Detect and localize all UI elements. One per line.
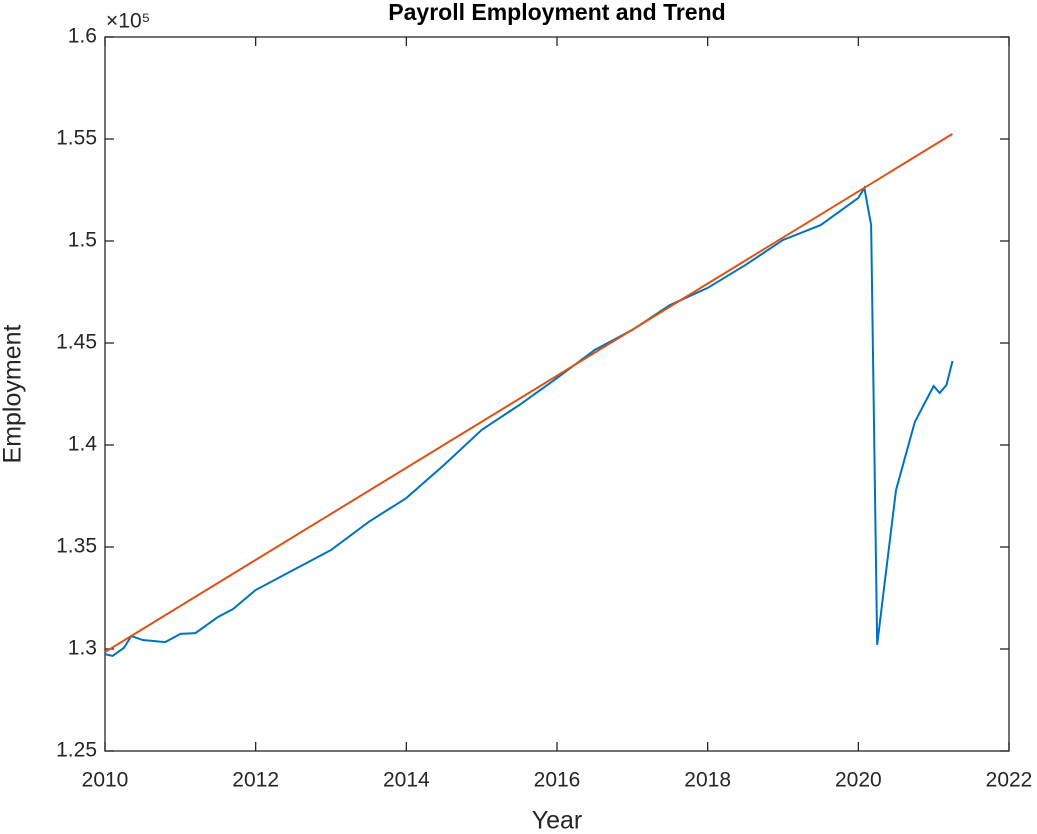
x-tick-label: 2014 xyxy=(383,769,430,792)
x-tick-label: 2010 xyxy=(82,769,129,792)
x-tick-label: 2020 xyxy=(835,769,882,792)
data-line xyxy=(104,185,954,658)
y-tick-label: 1.5 xyxy=(68,229,97,252)
y-tick-label: 1.3 xyxy=(68,637,97,660)
x-tick-label: 2012 xyxy=(232,769,279,792)
y-axis-label: Employment xyxy=(0,324,27,463)
chart-title: Payroll Employment and Trend xyxy=(388,0,725,25)
x-tick-label: 2022 xyxy=(986,769,1033,792)
data-line xyxy=(104,133,954,653)
y-tick-label: 1.4 xyxy=(68,433,98,456)
y-multiplier: ×10⁵ xyxy=(106,10,150,33)
y-tick-label: 1.35 xyxy=(56,535,97,558)
x-tick-label: 2016 xyxy=(534,769,581,792)
y-tick-label: 1.25 xyxy=(56,739,97,762)
x-axis-label: Year xyxy=(532,807,583,834)
x-tick-label: 2018 xyxy=(684,769,731,792)
y-tick-label: 1.55 xyxy=(56,127,97,150)
y-tick-label: 1.6 xyxy=(68,25,97,48)
y-tick-label: 1.45 xyxy=(56,331,97,354)
